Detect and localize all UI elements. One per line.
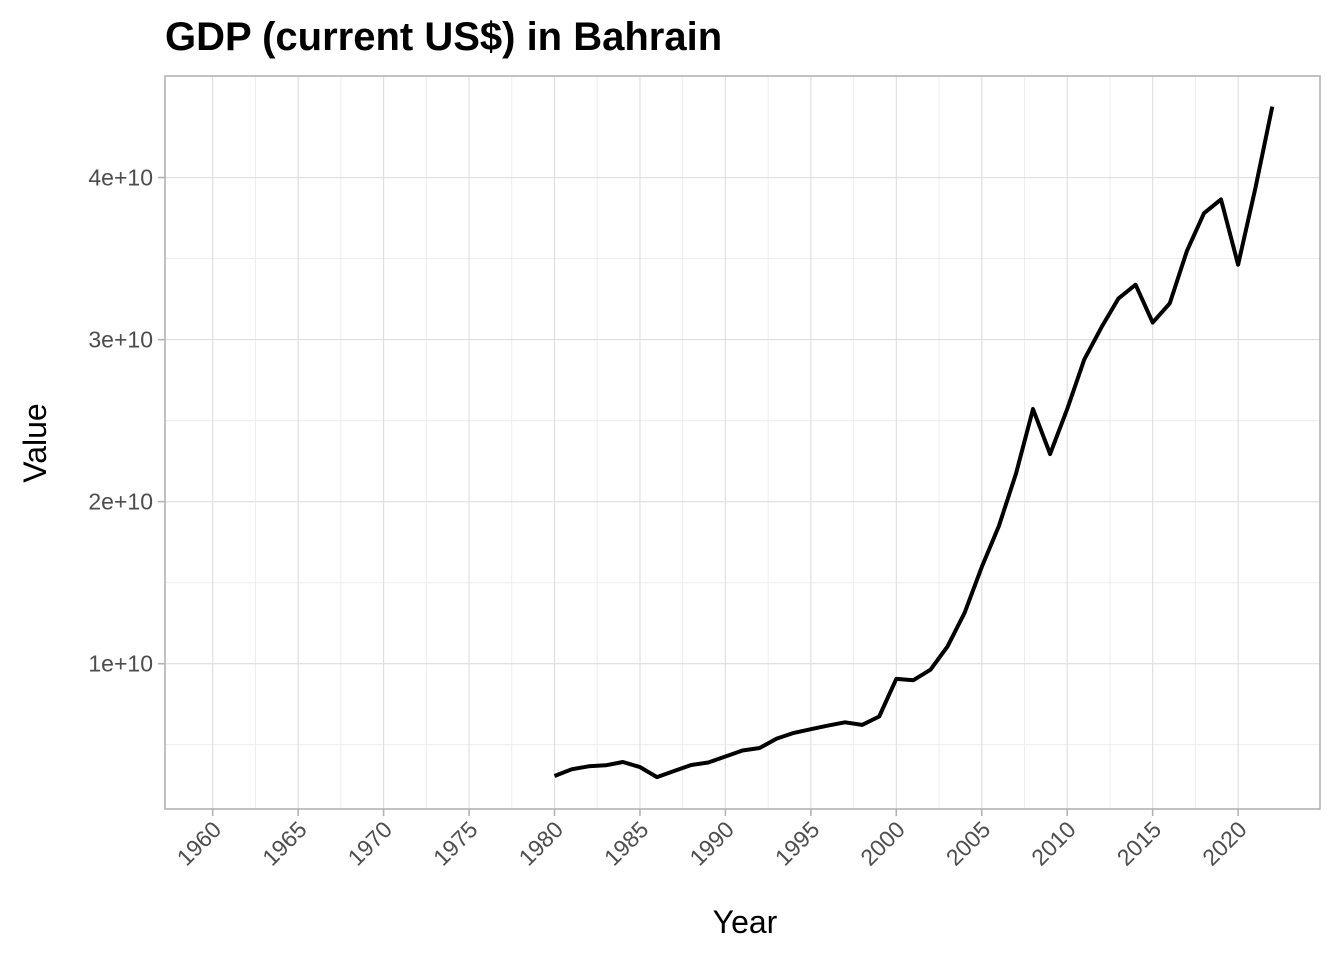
x-tick-label: 2015: [1112, 816, 1167, 871]
x-tick-label: 2005: [941, 816, 996, 871]
x-tick-label: 1980: [513, 816, 568, 871]
x-tick-label: 1965: [257, 816, 312, 871]
y-tick-label: 2e+10: [88, 489, 153, 515]
plot-area: [553, 106, 1275, 780]
x-tick-label: 1995: [770, 816, 825, 871]
gridlines: [165, 76, 1320, 809]
x-axis-title: Year: [713, 904, 778, 940]
x-tick-label: 2010: [1026, 816, 1081, 871]
x-tick-label: 1990: [684, 816, 739, 871]
x-tick-label: 2000: [855, 816, 910, 871]
axis-ticks: 1960 1965 1970 1975 1980 1985 1990 1995 2000 2005…: [88, 165, 1251, 871]
x-tick-label: 1960: [172, 816, 227, 871]
y-tick-label: 4e+10: [88, 165, 153, 191]
x-tick-label: 2020: [1197, 816, 1252, 871]
chart-title: GDP (current US$) in Bahrain: [165, 15, 722, 59]
gdp-series-line: [553, 106, 1275, 780]
x-tick-label: 1985: [599, 816, 654, 871]
y-tick-label: 1e+10: [88, 651, 153, 677]
x-tick-label: 1970: [343, 816, 398, 871]
y-tick-label: 3e+10: [88, 327, 153, 353]
x-tick-label: 1975: [428, 816, 483, 871]
y-axis-title: Value: [17, 403, 53, 482]
panel-border: [164, 75, 1321, 810]
